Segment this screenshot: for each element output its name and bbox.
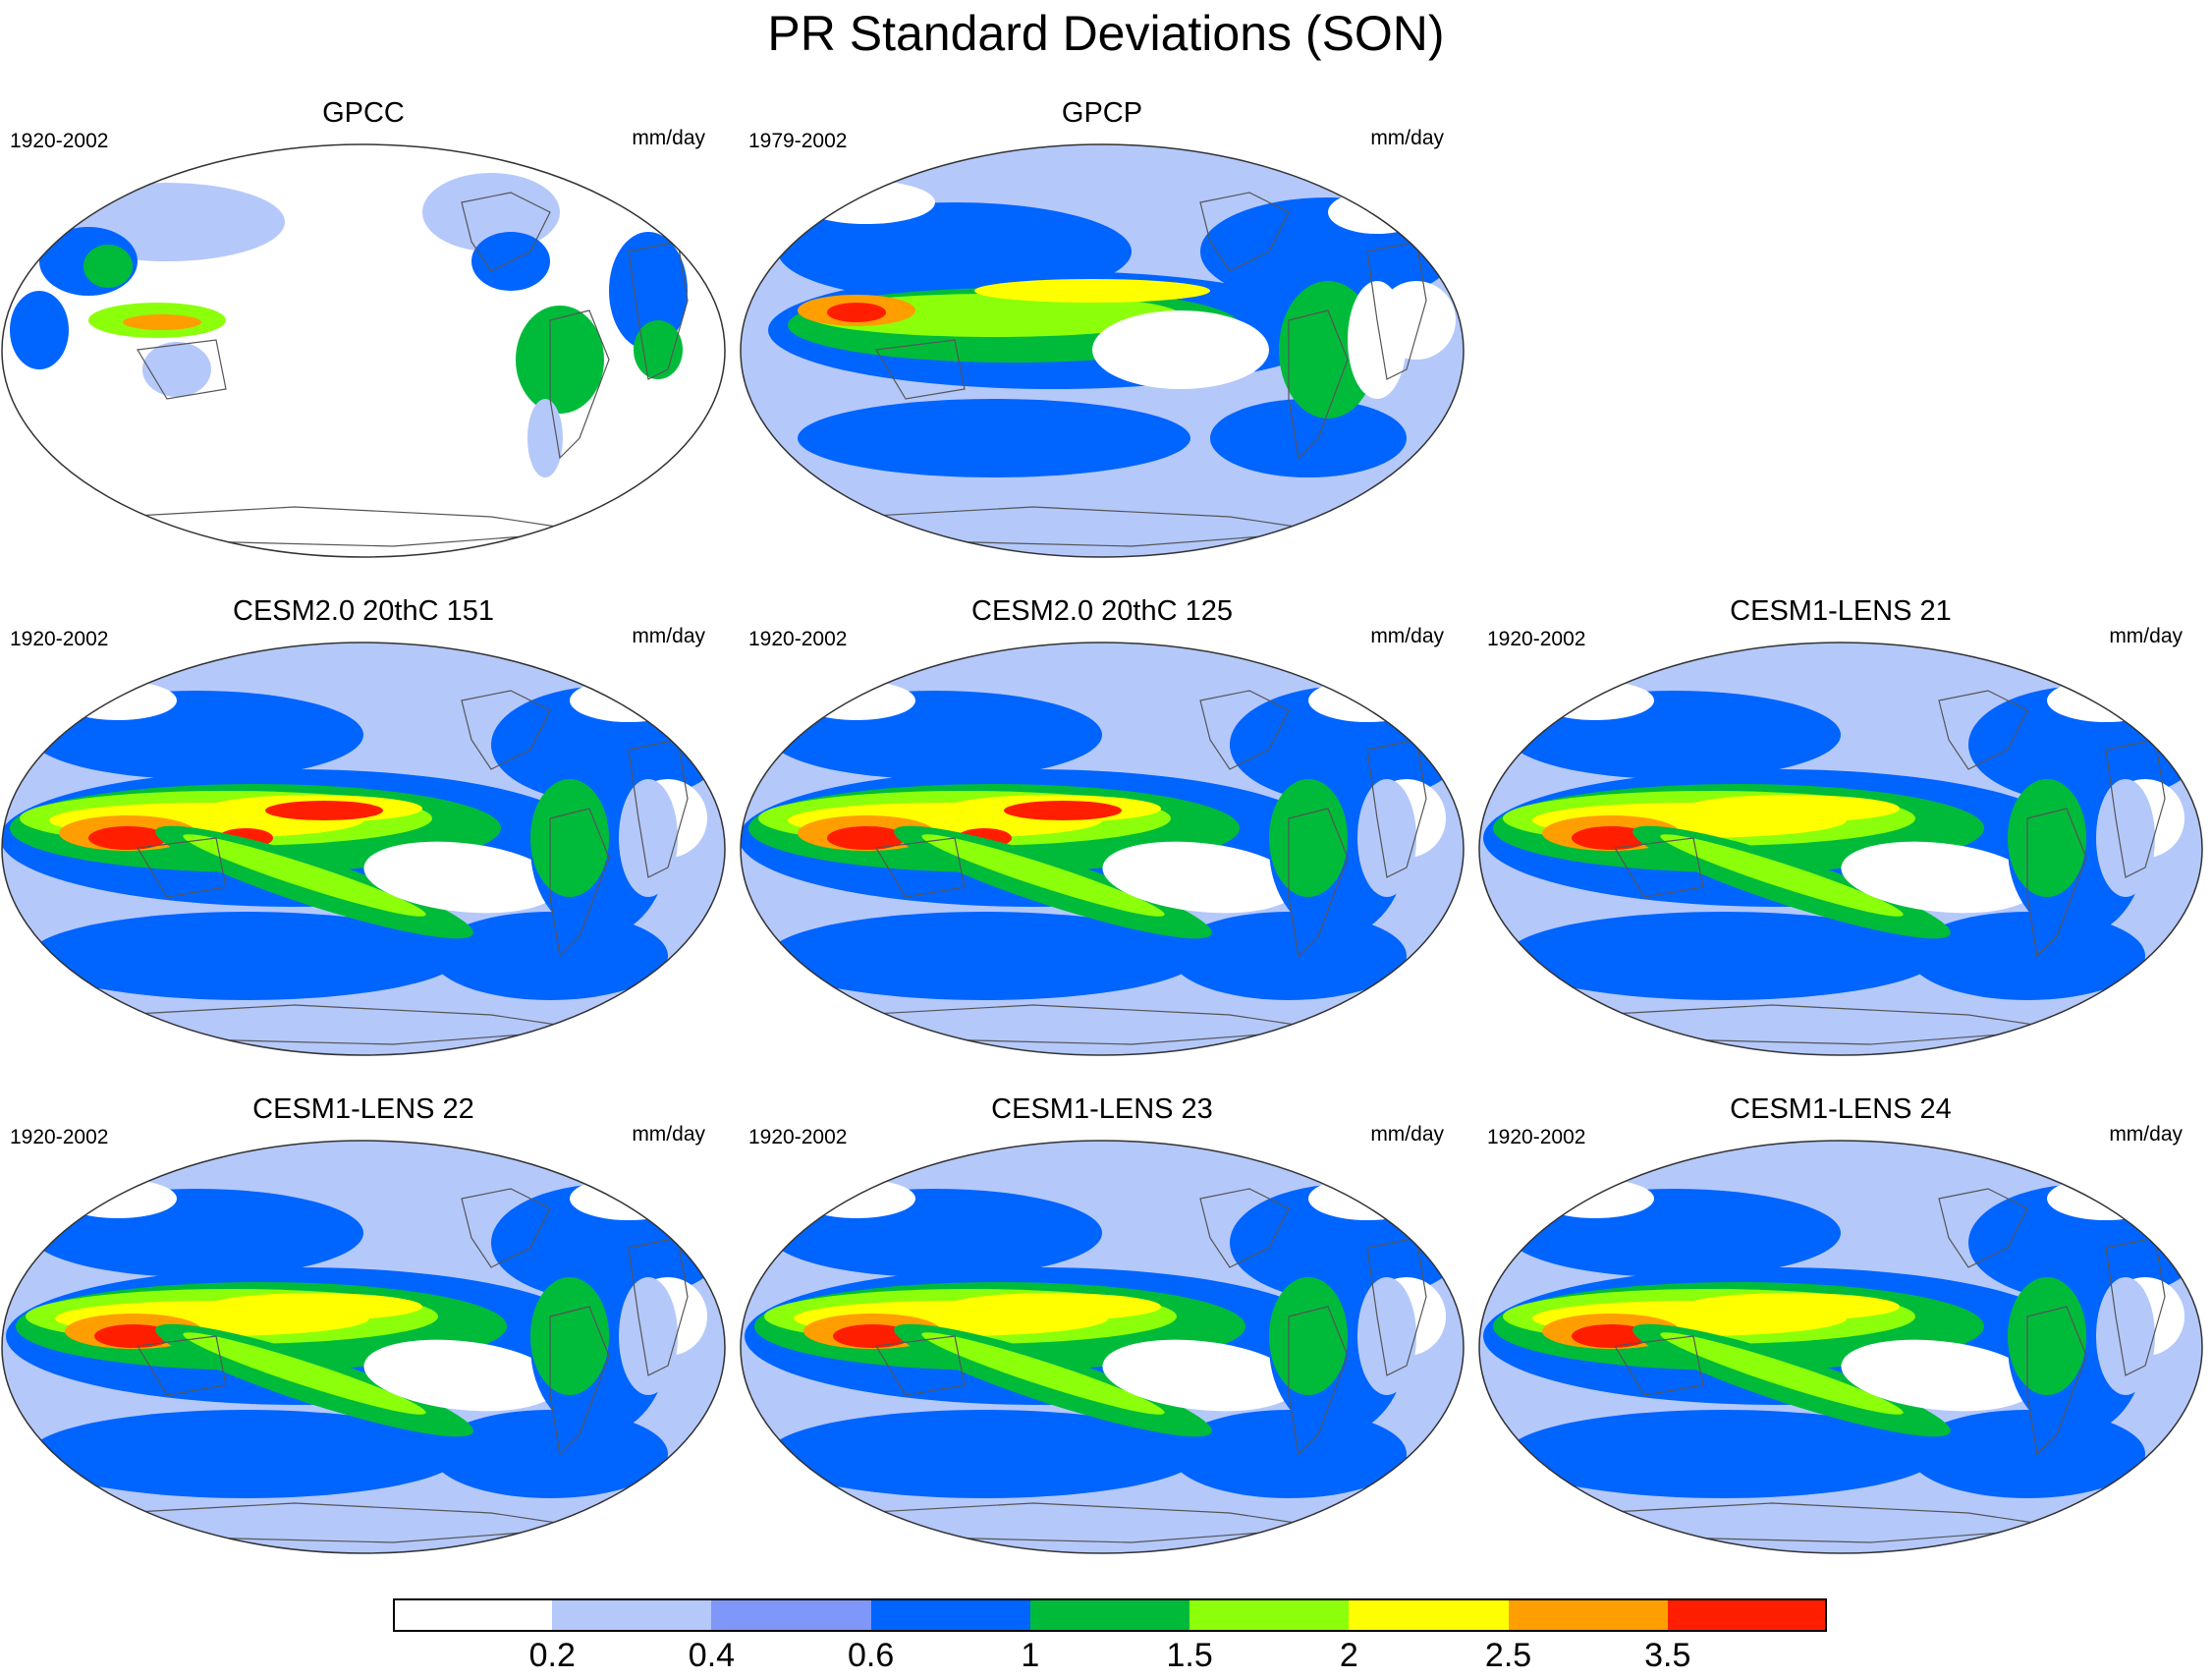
panel-units: mm/day — [632, 625, 705, 647]
colorbar-swatch — [393, 1598, 553, 1632]
map-panel: CESM1-LENS 23 1920-2002 mm/day — [739, 1092, 1465, 1554]
map-panel: CESM1-LENS 24 1920-2002 mm/day — [1477, 1092, 2204, 1554]
map-field — [740, 642, 1465, 1056]
colorbar-label: 0.4 — [688, 1637, 736, 1674]
colorbar-swatch — [1508, 1598, 1668, 1632]
map-panel: CESM1-LENS 22 1920-2002 mm/day — [0, 1092, 727, 1554]
map-field — [1478, 1140, 2203, 1554]
map-panel: CESM2.0 20thC 125 1920-2002 mm/day — [739, 594, 1465, 1056]
map-field — [1, 143, 726, 558]
colorbar-swatch — [552, 1598, 712, 1632]
colorbar-label: 2 — [1339, 1637, 1358, 1674]
figure-title: PR Standard Deviations (SON) — [767, 6, 1445, 61]
panel-years: 1920-2002 — [748, 1126, 848, 1148]
panel-years: 1920-2002 — [10, 130, 109, 152]
panel-units: mm/day — [2109, 625, 2183, 647]
panel-title: CESM2.0 20thC 151 — [233, 595, 494, 627]
colorbar-label: 1 — [1021, 1637, 1040, 1674]
panel-title: GPCC — [322, 97, 405, 129]
map-panel: CESM1-LENS 21 1920-2002 mm/day — [1477, 594, 2204, 1056]
panel-years: 1920-2002 — [10, 628, 109, 650]
map-panel: CESM2.0 20thC 151 1920-2002 mm/day — [0, 594, 727, 1056]
panel-units: mm/day — [632, 127, 705, 149]
colorbar-label: 2.5 — [1484, 1637, 1532, 1674]
colorbar-label: 3.5 — [1644, 1637, 1691, 1674]
colorbar-label: 0.6 — [848, 1637, 895, 1674]
colorbar-swatch — [1349, 1598, 1509, 1632]
colorbar-swatch — [1189, 1598, 1350, 1632]
colorbar-swatch — [870, 1598, 1030, 1632]
panel-title: CESM2.0 20thC 125 — [971, 595, 1233, 627]
panel-title: GPCP — [1061, 97, 1143, 129]
panel-title: CESM1-LENS 22 — [252, 1093, 474, 1125]
panel-units: mm/day — [1370, 1123, 1444, 1146]
panel-years: 1920-2002 — [1487, 628, 1586, 650]
colorbar: 0.2 0.4 0.6 1 1.5 2 2.5 3.5 — [393, 1598, 1827, 1677]
map-field — [740, 143, 1465, 558]
panel-units: mm/day — [1370, 127, 1444, 149]
panel-years: 1979-2002 — [748, 130, 848, 152]
colorbar-label: 0.2 — [528, 1637, 576, 1674]
map-field — [1, 642, 726, 1056]
panel-units: mm/day — [1370, 625, 1444, 647]
colorbar-label: 1.5 — [1166, 1637, 1213, 1674]
map-field — [1, 1140, 726, 1554]
panel-title: CESM1-LENS 24 — [1730, 1093, 1952, 1125]
map-panel: GPCC 1920-2002 mm/day — [0, 96, 727, 558]
panel-units: mm/day — [632, 1123, 705, 1146]
panel-title: CESM1-LENS 23 — [991, 1093, 1213, 1125]
panel-units: mm/day — [2109, 1123, 2183, 1146]
map-field — [1478, 642, 2203, 1056]
panel-years: 1920-2002 — [748, 628, 848, 650]
colorbar-swatch — [1029, 1598, 1190, 1632]
panel-years: 1920-2002 — [10, 1126, 109, 1148]
map-panel: GPCP 1979-2002 mm/day — [739, 96, 1465, 558]
colorbar-swatch — [711, 1598, 871, 1632]
panel-years: 1920-2002 — [1487, 1126, 1586, 1148]
colorbar-swatch — [1667, 1598, 1827, 1632]
map-field — [740, 1140, 1465, 1554]
panel-title: CESM1-LENS 21 — [1730, 595, 1952, 627]
